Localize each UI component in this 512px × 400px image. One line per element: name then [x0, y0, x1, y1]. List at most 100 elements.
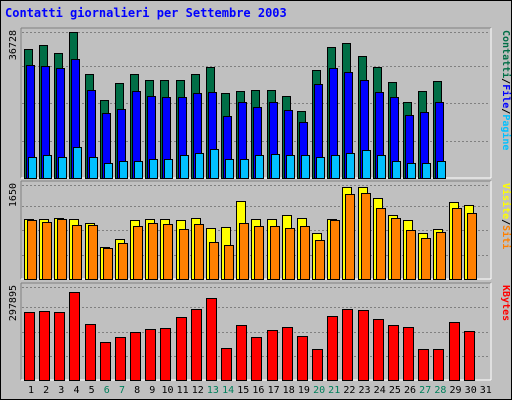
x-tick-label-day-29: 29 [449, 385, 461, 396]
panel-3-bar-kbytes-day-28 [433, 349, 444, 381]
panel-3-bar-kbytes-day-19 [297, 336, 308, 381]
panel-3-bar-kbytes-day-20 [312, 349, 323, 381]
panel-1-bar-pagine-day-21 [331, 155, 340, 179]
panel-2-bar-siti-day-27 [421, 238, 431, 280]
panel-2-bar-siti-day-14 [224, 245, 234, 280]
panel-2-label-visite: Visite [500, 183, 512, 219]
panel-3-bar-kbytes-day-22 [342, 309, 353, 381]
x-tick-label-day-7: 7 [119, 385, 125, 396]
panel-2-bar-siti-day-8 [133, 226, 143, 280]
panel-1-bar-pagine-day-28 [437, 161, 446, 179]
x-tick-label-day-13: 13 [207, 385, 219, 396]
panel-1-bar-pagine-day-2 [43, 155, 52, 179]
panel-2-bar-siti-day-20 [315, 240, 325, 280]
panel-1-bar-pagine-day-7 [119, 161, 128, 179]
x-tick-label-day-20: 20 [313, 385, 325, 396]
panel-3-bar-kbytes-day-14 [221, 348, 232, 381]
panel-3-series-label: KBytes [500, 285, 511, 321]
x-tick-label-day-19: 19 [298, 385, 310, 396]
panel-3-bar-kbytes-day-7 [115, 337, 126, 381]
panel-1-bar-pagine-day-4 [73, 147, 82, 179]
panel-1-label-separator: / [500, 108, 511, 114]
panel-1-bar-pagine-day-19 [301, 155, 310, 179]
panel-2-bar-siti-day-22 [345, 194, 355, 280]
panel-1-bar-pagine-day-13 [210, 149, 219, 179]
panel-1-bar-pagine-day-26 [407, 163, 416, 179]
panel-1-bar-pagine-day-25 [392, 161, 401, 179]
panel-3-bar-kbytes-day-2 [39, 311, 50, 381]
panel-2-bar-siti-day-24 [376, 208, 386, 280]
x-tick-label-day-31: 31 [480, 385, 492, 396]
x-tick-label-day-1: 1 [28, 385, 34, 396]
panel-2-bar-siti-day-16 [254, 226, 264, 280]
panel-3-bar-kbytes-day-10 [160, 328, 171, 381]
panel-2-bar-siti-day-29 [452, 208, 462, 280]
panel-1-bar-pagine-day-10 [164, 159, 173, 179]
panel-1-series-label: Contatti/File/Pagine [500, 30, 512, 150]
panel-3-bar-kbytes-day-16 [251, 337, 262, 381]
x-tick-label-day-14: 14 [222, 385, 234, 396]
panel-3-bar-kbytes-day-5 [85, 324, 96, 381]
panel-1-bar-pagine-day-11 [180, 155, 189, 179]
panel-1-label-file: File [500, 84, 512, 108]
panel-2-bar-siti-day-6 [103, 248, 113, 280]
panel-1-bar-pagine-day-22 [346, 153, 355, 179]
panel-2-bar-siti-day-17 [270, 226, 280, 280]
panel-1-bar-pagine-day-3 [58, 157, 67, 179]
panel-2-bar-siti-day-13 [209, 242, 219, 280]
panel-1-bar-pagine-day-18 [286, 155, 295, 179]
panel-3-bar-kbytes-day-24 [373, 319, 384, 381]
panel-3-bar-kbytes-day-21 [327, 316, 338, 381]
panel-3-bar-kbytes-day-11 [176, 317, 187, 381]
panel-3-bar-kbytes-day-9 [145, 329, 156, 381]
panel-2-series-label: Visite/Siti [500, 183, 512, 249]
panel-3-bar-kbytes-day-4 [69, 292, 80, 381]
panel-3-bar-kbytes-day-1 [24, 312, 35, 381]
x-tick-label-day-27: 27 [419, 385, 431, 396]
panel-1-bar-pagine-day-20 [316, 157, 325, 179]
x-tick-label-day-28: 28 [434, 385, 446, 396]
panel-3-bar-kbytes-day-30 [464, 331, 475, 381]
panel-1-bar-pagine-day-1 [28, 157, 37, 179]
panel-2-label-separator: / [500, 219, 511, 225]
panel-2-ymax-label: 1650 [8, 183, 19, 207]
panel-2-bar-siti-day-2 [42, 222, 52, 280]
panel-3-bar-kbytes-day-26 [403, 327, 414, 381]
x-tick-label-day-15: 15 [237, 385, 249, 396]
panel-2-bar-siti-day-19 [300, 226, 310, 280]
panel-2-bar-siti-day-26 [406, 230, 416, 280]
panel-1-bar-pagine-day-8 [134, 161, 143, 179]
panel-2-bar-siti-day-23 [361, 193, 371, 280]
x-tick-label-day-17: 17 [268, 385, 280, 396]
panel-2-bar-siti-day-1 [27, 220, 37, 280]
panel-2-bar-siti-day-28 [436, 232, 446, 280]
panel-1-bar-pagine-day-5 [89, 157, 98, 179]
x-tick-label-day-21: 21 [328, 385, 340, 396]
x-tick-label-day-2: 2 [43, 385, 49, 396]
x-tick-label-day-11: 11 [177, 385, 189, 396]
panel-3-bar-kbytes-day-29 [449, 322, 460, 381]
x-tick-label-day-30: 30 [465, 385, 477, 396]
x-tick-label-day-16: 16 [252, 385, 264, 396]
panel-3-label-kbytes: KBytes [500, 285, 511, 321]
x-tick-label-day-25: 25 [389, 385, 401, 396]
panel-1-bar-pagine-day-17 [271, 154, 280, 179]
panel-1-bar-pagine-day-16 [255, 155, 264, 179]
panel-3-bar-kbytes-day-17 [267, 330, 278, 381]
x-tick-label-day-8: 8 [134, 385, 140, 396]
panel-3-ymax-label: 297895 [8, 285, 19, 321]
panel-2-bar-siti-day-7 [118, 243, 128, 280]
x-tick-label-day-3: 3 [58, 385, 64, 396]
panel-1-bar-pagine-day-23 [362, 150, 371, 179]
panel-1-label-contatti: Contatti [500, 30, 512, 78]
panel-2-bar-siti-day-11 [179, 229, 189, 280]
x-tick-label-day-22: 22 [343, 385, 355, 396]
x-tick-label-day-4: 4 [73, 385, 79, 396]
panel-2-bar-siti-day-9 [148, 223, 158, 280]
panel-3-bar-kbytes-day-15 [236, 325, 247, 381]
panel-2-bar-siti-day-5 [88, 225, 98, 280]
panel-1-label-separator: / [500, 78, 511, 84]
panel-2-bar-siti-day-12 [194, 224, 204, 280]
panel-3-bar-kbytes-day-25 [388, 325, 399, 381]
x-tick-label-day-5: 5 [89, 385, 95, 396]
